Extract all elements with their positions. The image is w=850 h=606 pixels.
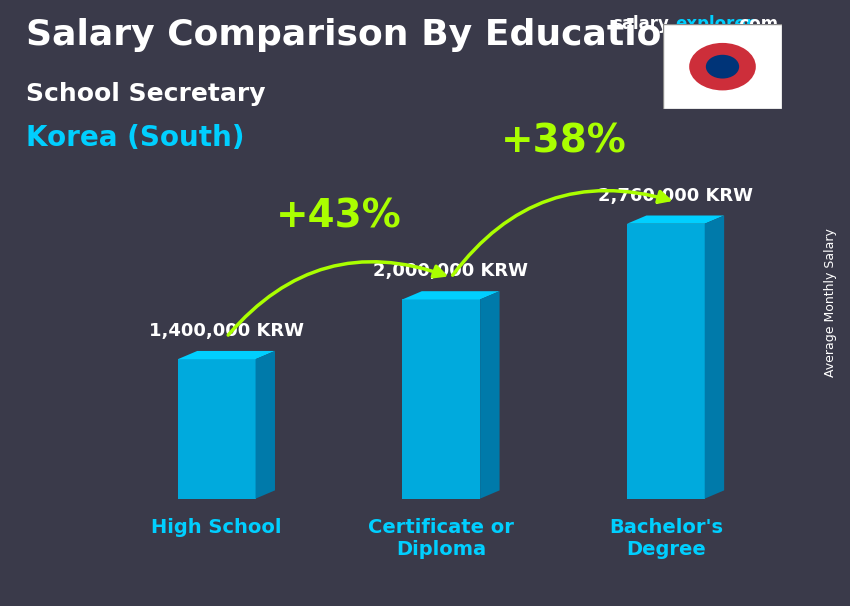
Polygon shape [627, 224, 705, 499]
Text: School Secretary: School Secretary [26, 82, 265, 106]
Text: .com: .com [734, 15, 779, 33]
Text: Salary Comparison By Education: Salary Comparison By Education [26, 18, 687, 52]
Text: 2,760,000 KRW: 2,760,000 KRW [598, 187, 753, 204]
Text: Average Monthly Salary: Average Monthly Salary [824, 228, 837, 378]
Text: 1,400,000 KRW: 1,400,000 KRW [149, 322, 304, 340]
Polygon shape [480, 291, 500, 499]
Polygon shape [256, 351, 275, 499]
Text: Certificate or
Diploma: Certificate or Diploma [368, 518, 514, 559]
Polygon shape [178, 359, 256, 499]
Text: salary: salary [612, 15, 669, 33]
Circle shape [706, 55, 740, 79]
Text: +38%: +38% [501, 122, 626, 161]
Text: Bachelor's
Degree: Bachelor's Degree [609, 518, 722, 559]
Circle shape [689, 43, 756, 90]
Text: High School: High School [151, 518, 282, 537]
Text: explorer: explorer [676, 15, 755, 33]
Polygon shape [402, 291, 500, 299]
Polygon shape [705, 216, 724, 499]
Text: +43%: +43% [275, 198, 401, 236]
Polygon shape [178, 351, 275, 359]
Polygon shape [627, 216, 724, 224]
Polygon shape [402, 299, 480, 499]
Text: Korea (South): Korea (South) [26, 124, 244, 152]
Text: 2,000,000 KRW: 2,000,000 KRW [373, 262, 529, 280]
